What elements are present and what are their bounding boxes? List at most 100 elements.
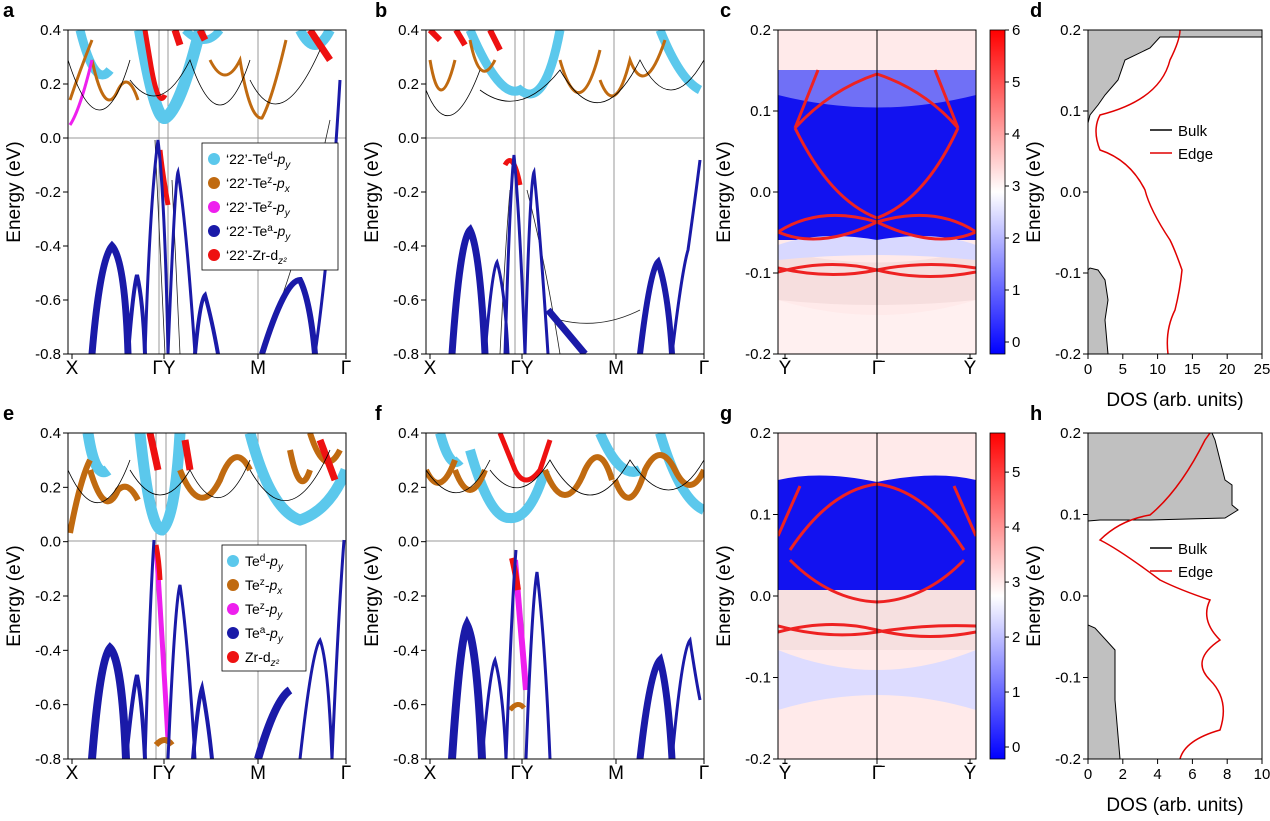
panel-f-ytick: -0.6 — [393, 697, 419, 714]
legend-entry: ‘22’-Tea-py — [226, 223, 291, 243]
panel-label-f: f — [375, 403, 382, 425]
panel-h-ytick: 0.0 — [1060, 588, 1081, 605]
panel-e-xtick: X — [66, 763, 79, 784]
panel-h-ytick: -0.2 — [1055, 751, 1081, 768]
panel-d-ytick: 0.0 — [1060, 184, 1081, 201]
panel-g-xtick: Ȳ — [964, 763, 977, 784]
panel-d-xtick: 10 — [1149, 361, 1166, 378]
panel-b-xtick: Γ — [699, 358, 709, 379]
y-label-d: Energy (eV) — [1024, 141, 1045, 242]
legend-entry: ‘22’-Tez-px — [226, 175, 291, 195]
panel-h-xtick: 10 — [1254, 766, 1270, 783]
colorbar-g-tick: 0 — [1012, 739, 1020, 756]
panel-h-xtick: 4 — [1153, 766, 1161, 783]
colorbar-g-tick: 2 — [1012, 629, 1020, 646]
panel-label-a: a — [3, 0, 15, 22]
dos-legend-edge-h: Edge — [1178, 564, 1213, 581]
panel-a-xtick: X — [66, 358, 79, 379]
panel-d-xtick: 0 — [1084, 361, 1092, 378]
legend-entry: Tea-py — [245, 625, 284, 645]
panel-a-ytick: -0.6 — [35, 292, 61, 309]
panel-c-xtick: Ȳ — [964, 358, 977, 379]
panel-g-ytick: 0.0 — [750, 588, 771, 605]
legend-entry: Tez-px — [245, 577, 283, 597]
panel-a-ytick: 0.0 — [40, 130, 61, 147]
colorbar-g-tick: 3 — [1012, 574, 1020, 591]
panel-g-xtick: Γ̄ — [872, 763, 885, 784]
panel-b-xtick: M — [608, 358, 624, 379]
panel-b-ytick: 0.2 — [398, 76, 419, 93]
y-label-c: Energy (eV) — [714, 141, 735, 242]
colorbar-c-tick: 6 — [1012, 22, 1020, 39]
panel-g-ytick: -0.2 — [745, 751, 771, 768]
panel-h-xtick: 0 — [1084, 766, 1092, 783]
panel-e-ytick: -0.8 — [35, 751, 61, 768]
panel-e-xtick: Γ — [341, 763, 351, 784]
y-label-b: Energy (eV) — [362, 141, 383, 242]
panel-f-ytick: 0.4 — [398, 425, 419, 442]
panel-f-xtick: X — [424, 763, 437, 784]
x-label-d: DOS (arb. units) — [1106, 390, 1243, 411]
panel-h-ytick: -0.1 — [1055, 670, 1081, 687]
band-panel-e — [68, 433, 346, 759]
panel-e-ytick: -0.4 — [35, 642, 61, 659]
panel-c-xtick: Γ̄ — [872, 358, 885, 379]
y-label-g: Energy (eV) — [714, 545, 735, 646]
dos-legend-d: Bulk Edge — [1150, 123, 1213, 163]
panel-d-xtick: 25 — [1254, 361, 1270, 378]
colorbar-g-tick: 5 — [1012, 464, 1020, 481]
panel-g-ytick: 0.1 — [750, 507, 771, 524]
x-label-h: DOS (arb. units) — [1106, 795, 1243, 816]
panel-e-ytick: 0.2 — [40, 479, 61, 496]
panel-f-ytick: -0.4 — [393, 642, 419, 659]
colorbar-c-tick: 1 — [1012, 282, 1020, 299]
colorbar-g — [989, 432, 1006, 760]
legend-entry: ‘22’-Ted-py — [226, 151, 291, 171]
panel-label-b: b — [375, 0, 387, 22]
panel-e-ytick: 0.4 — [40, 425, 61, 442]
colorbar-c-tick: 2 — [1012, 230, 1020, 247]
dos-panel-d — [1088, 30, 1262, 354]
colorbar-g-tick: 4 — [1012, 519, 1020, 536]
dos-legend-bulk-h: Bulk — [1178, 541, 1208, 558]
panel-f-ytick: 0.0 — [398, 534, 419, 551]
panel-label-e: e — [3, 403, 14, 425]
dos-legend-h: Bulk Edge — [1150, 541, 1213, 581]
panel-a-ytick: -0.4 — [35, 238, 61, 255]
panel-a-ytick: 0.4 — [40, 22, 61, 39]
dos-legend-edge-d: Edge — [1178, 146, 1213, 163]
dos-legend-bulk-d: Bulk — [1178, 123, 1208, 140]
surface-spectrum-g — [778, 433, 976, 759]
panel-f-ytick: 0.2 — [398, 479, 419, 496]
panel-label-g: g — [720, 403, 732, 425]
panel-h-ytick: 0.1 — [1060, 507, 1081, 524]
y-label-e: Energy (eV) — [4, 545, 25, 646]
panel-c-ytick: 0.2 — [750, 22, 771, 39]
dos-panel-h — [1088, 433, 1262, 759]
panel-h-xtick: 6 — [1188, 766, 1196, 783]
panel-label-h: h — [1030, 403, 1042, 425]
panel-f-xtick: ΓY — [510, 763, 533, 784]
orbital-legend-top: ‘22’-Ted-py ‘22’-Tez-px ‘22’-Tez-py ‘22’-Te… — [201, 142, 339, 271]
panel-d-ytick: -0.2 — [1055, 346, 1081, 363]
legend-entry: ‘22’-Zr-dz² — [226, 247, 287, 267]
colorbar-c-tick: 0 — [1012, 334, 1020, 351]
panel-f-xtick: Γ — [699, 763, 709, 784]
colorbar-g-tick: 1 — [1012, 684, 1020, 701]
panel-e-xtick: ΓY — [152, 763, 175, 784]
y-label-a: Energy (eV) — [4, 141, 25, 242]
legend-entry: Tez-py — [245, 601, 283, 621]
panel-h-xtick: 8 — [1223, 766, 1231, 783]
colorbar-c-tick: 5 — [1012, 74, 1020, 91]
panel-b-ytick: -0.6 — [393, 292, 419, 309]
panel-b-xtick: ΓY — [510, 358, 533, 379]
panel-c-ytick: 0.0 — [750, 184, 771, 201]
panel-f-ytick: -0.2 — [393, 588, 419, 605]
panel-b-ytick: -0.8 — [393, 346, 419, 363]
panel-d-xtick: 20 — [1219, 361, 1236, 378]
y-label-f: Energy (eV) — [362, 545, 383, 646]
panel-b-ytick: 0.4 — [398, 22, 419, 39]
colorbar-c-tick: 4 — [1012, 126, 1020, 143]
legend-entry: Zr-dz² — [245, 649, 280, 669]
